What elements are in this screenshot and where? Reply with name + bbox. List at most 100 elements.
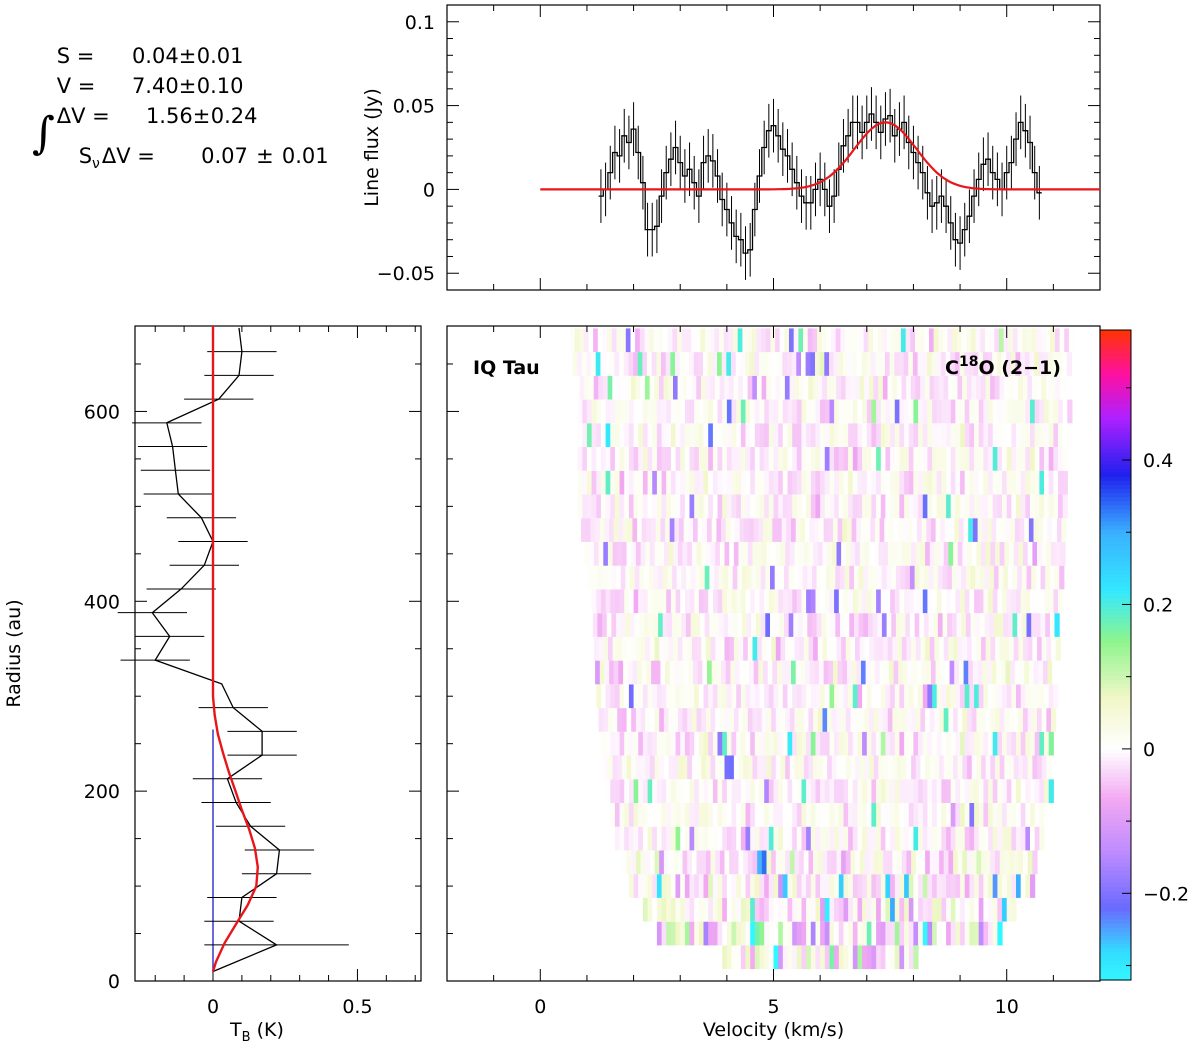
pv-cell — [861, 352, 867, 376]
pv-cell — [1027, 755, 1033, 780]
pv-cell — [820, 494, 826, 519]
pv-cell — [838, 494, 844, 519]
pv-cell — [883, 636, 889, 661]
pv-cell — [960, 470, 966, 495]
pv-cell — [726, 921, 733, 946]
pv-cell — [787, 826, 793, 851]
pv-cell — [978, 494, 984, 519]
pv-cell — [1006, 589, 1012, 614]
pv-cell — [658, 328, 664, 353]
colorbar-swatch — [1100, 390, 1131, 396]
pv-cell — [703, 399, 709, 424]
pv-cell — [876, 399, 882, 424]
pv-cell — [838, 945, 844, 970]
pv-cell — [1051, 636, 1057, 661]
pv-cell — [938, 375, 944, 400]
pv-cell — [633, 874, 639, 898]
pv-cell — [747, 755, 753, 780]
pv-cell — [658, 565, 664, 590]
pv-cell — [591, 494, 597, 519]
pv-cell — [761, 850, 767, 875]
pv-cell — [977, 660, 983, 685]
pv-cell — [624, 826, 630, 851]
pv-cell — [663, 542, 670, 566]
pv-cell — [817, 375, 823, 400]
pv-cell — [703, 494, 709, 519]
pv-cell — [754, 945, 760, 970]
colorbar-swatch — [1100, 736, 1131, 741]
pv-cell — [586, 447, 593, 471]
pv-cell — [745, 447, 751, 471]
pv-cell — [647, 447, 653, 471]
pv-cell — [936, 447, 942, 471]
pv-cell — [691, 328, 697, 353]
pv-cell — [904, 399, 910, 424]
pv-cell — [691, 636, 698, 661]
pv-cell — [689, 447, 695, 471]
pv-cell — [771, 636, 777, 661]
pv-cell — [927, 803, 933, 827]
pv-cell — [705, 708, 712, 732]
pv-cell — [703, 352, 709, 376]
pv-cell — [834, 423, 840, 447]
pv-cell — [977, 518, 983, 542]
pv-cell — [606, 565, 612, 590]
pv-cell — [614, 399, 621, 424]
pv-cell — [614, 589, 621, 614]
pv-cell — [682, 636, 688, 661]
pv-cell — [684, 447, 691, 471]
colorbar-swatch — [1100, 358, 1131, 364]
pv-cell — [950, 874, 956, 898]
pv-cell — [754, 399, 760, 424]
pv-cell — [764, 494, 770, 519]
pv-cell — [982, 660, 988, 685]
pv-cell — [1043, 352, 1049, 376]
pv-cell — [876, 470, 882, 495]
pv-cell — [703, 921, 709, 946]
pv-cell — [694, 779, 700, 803]
pv-cell — [647, 399, 653, 424]
pv-cell — [759, 826, 765, 851]
pv-cell — [911, 542, 917, 566]
pv-cell — [703, 423, 709, 447]
pv-cell — [773, 447, 779, 471]
pv-cell — [684, 470, 691, 495]
pv-cell — [932, 399, 938, 424]
pv-cell — [634, 613, 640, 637]
pv-cell — [661, 874, 667, 898]
pv-cell — [778, 447, 784, 471]
pv-cell — [778, 470, 784, 495]
pv-cell — [656, 731, 663, 756]
pv-cell — [740, 470, 747, 495]
pv-cell — [964, 399, 970, 424]
pv-cell — [830, 613, 836, 637]
pv-cell — [693, 660, 699, 685]
pv-cell — [833, 352, 839, 376]
colorbar-swatch — [1100, 476, 1131, 481]
pv-cell — [834, 826, 840, 851]
pv-cell — [665, 518, 671, 542]
pv-cell — [736, 399, 742, 424]
pv-cell — [703, 447, 709, 471]
pv-cell — [862, 874, 868, 898]
pv-cell — [890, 399, 896, 424]
pv-cell — [920, 636, 926, 661]
pv-cell — [1025, 731, 1031, 756]
pv-cell — [857, 921, 863, 946]
pv-cell — [950, 921, 956, 946]
colorbar: −0.200.20.4 — [1099, 329, 1189, 981]
pv-cell — [590, 518, 596, 542]
fit-row-width: ΔV = 1.56±0.24 — [30, 80, 258, 152]
pv-cell — [583, 328, 589, 353]
pv-cell — [637, 518, 643, 542]
colorbar-swatch — [1100, 789, 1131, 794]
pv-cell — [694, 874, 700, 898]
pv-cell — [708, 494, 714, 519]
pv-cell — [684, 803, 691, 827]
pv-cell — [649, 755, 656, 780]
pv-cell — [722, 779, 728, 803]
pv-cell — [694, 423, 700, 447]
pv-cell — [638, 779, 644, 803]
pv-cell — [778, 779, 784, 803]
